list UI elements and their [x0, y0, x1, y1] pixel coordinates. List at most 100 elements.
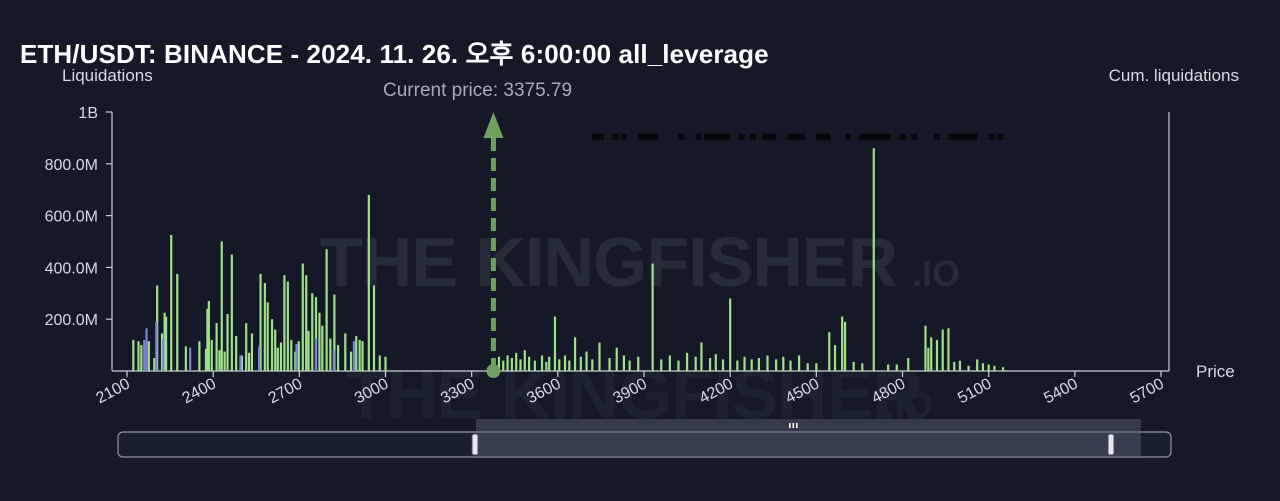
current-price-label: Current price: 3375.79 [383, 80, 573, 101]
cum-dash [695, 133, 702, 140]
y-axis-label-right: Cum. liquidations [1108, 66, 1239, 85]
bar-short [259, 273, 262, 371]
bar-short [828, 332, 831, 371]
bar-short [132, 339, 135, 371]
bar-long [162, 338, 165, 371]
cum-dash [678, 133, 685, 140]
bar-long [332, 350, 335, 371]
y-tick-label: 1B [78, 105, 98, 122]
bar-short [660, 359, 663, 371]
bar-short [279, 342, 283, 371]
bar-long [239, 355, 242, 371]
bar-short [297, 341, 300, 371]
bar-short [553, 316, 557, 371]
bar-short [798, 355, 801, 371]
bar-short [591, 359, 594, 371]
bar-short [321, 325, 324, 371]
grip-lines-icon[interactable] [789, 423, 798, 428]
bar-short [510, 358, 513, 371]
bar-short [358, 339, 361, 371]
bar-short [924, 325, 927, 371]
bar-short [694, 356, 697, 371]
bar-short [140, 345, 143, 371]
cum-dash [750, 133, 757, 140]
current-price-marker [483, 112, 504, 378]
bar-short [568, 360, 571, 371]
bar-short [137, 341, 140, 371]
bar-short [930, 337, 933, 371]
range-slider[interactable] [117, 419, 1172, 458]
bar-short [311, 293, 314, 371]
bar-short [628, 360, 631, 371]
bar-short [887, 364, 890, 371]
bar-short [976, 359, 979, 371]
cum-dash [612, 133, 619, 140]
svg-text:THE KINGFISHER: THE KINGFISHER [320, 223, 898, 301]
bar-short [907, 358, 910, 371]
y-tick-label: 600.0M [45, 209, 98, 226]
bar-short [1001, 367, 1005, 371]
bar-short [305, 275, 308, 371]
bar-short [563, 355, 567, 371]
cum-dash [761, 133, 777, 140]
cum-dash [738, 133, 745, 140]
svg-text:.IO: .IO [912, 253, 960, 294]
bar-short [337, 345, 340, 371]
bar-short [160, 333, 164, 371]
bar-short [372, 285, 376, 371]
bar-short [967, 365, 970, 371]
bar-short [384, 356, 387, 371]
bar-short [349, 351, 353, 371]
bar-short [283, 275, 286, 371]
bar-short [153, 358, 156, 371]
bar-short [757, 358, 760, 371]
bar-short [533, 360, 536, 371]
bar-short [685, 352, 689, 371]
bar-short [729, 298, 732, 371]
bar-short [598, 342, 601, 371]
bar-short [861, 363, 864, 371]
cum-dash [704, 133, 731, 140]
bar-short [736, 360, 739, 371]
bar-short [207, 301, 210, 371]
cum-dash [859, 133, 892, 140]
bar-short [743, 356, 746, 371]
cum-dash [592, 133, 604, 140]
cum-dash [988, 133, 995, 140]
bar-short [815, 363, 818, 371]
chart-title: ETH/USDT: BINANCE - 2024. 11. 26. 오후 6:0… [20, 39, 769, 69]
current-price-arrow-icon [483, 112, 504, 138]
bar-short [235, 336, 238, 371]
bar-short [215, 323, 218, 371]
bars-group [132, 148, 1005, 371]
bar-long [295, 343, 298, 371]
bar-short [355, 336, 358, 371]
range-slider-selection[interactable] [476, 419, 1141, 457]
bar-short [651, 263, 654, 371]
bar-short [250, 333, 254, 371]
current-price-dot [486, 364, 501, 378]
bar-short [247, 352, 251, 371]
bar-short [987, 364, 990, 371]
y-tick-label: 200.0M [45, 312, 98, 329]
range-slider-track[interactable] [117, 431, 1172, 458]
bar-short [573, 337, 577, 371]
bar-short [548, 356, 551, 371]
range-slider-handle-right[interactable] [1107, 433, 1115, 456]
bar-short [843, 321, 847, 371]
bar-short [852, 361, 855, 371]
bar-short [941, 329, 944, 371]
bar-short [361, 341, 364, 371]
bar-short [274, 329, 277, 371]
cum-dash [787, 133, 805, 140]
bar-short [226, 314, 229, 371]
x-axis-label: Price [1196, 362, 1235, 381]
bar-short [245, 323, 248, 371]
bar-short [700, 342, 703, 371]
bar-short [833, 345, 837, 371]
range-slider-handle-left[interactable] [471, 433, 479, 456]
bar-short [947, 328, 950, 371]
bar-short [147, 341, 150, 371]
cum-dash [934, 133, 941, 140]
bar-short [668, 355, 671, 371]
